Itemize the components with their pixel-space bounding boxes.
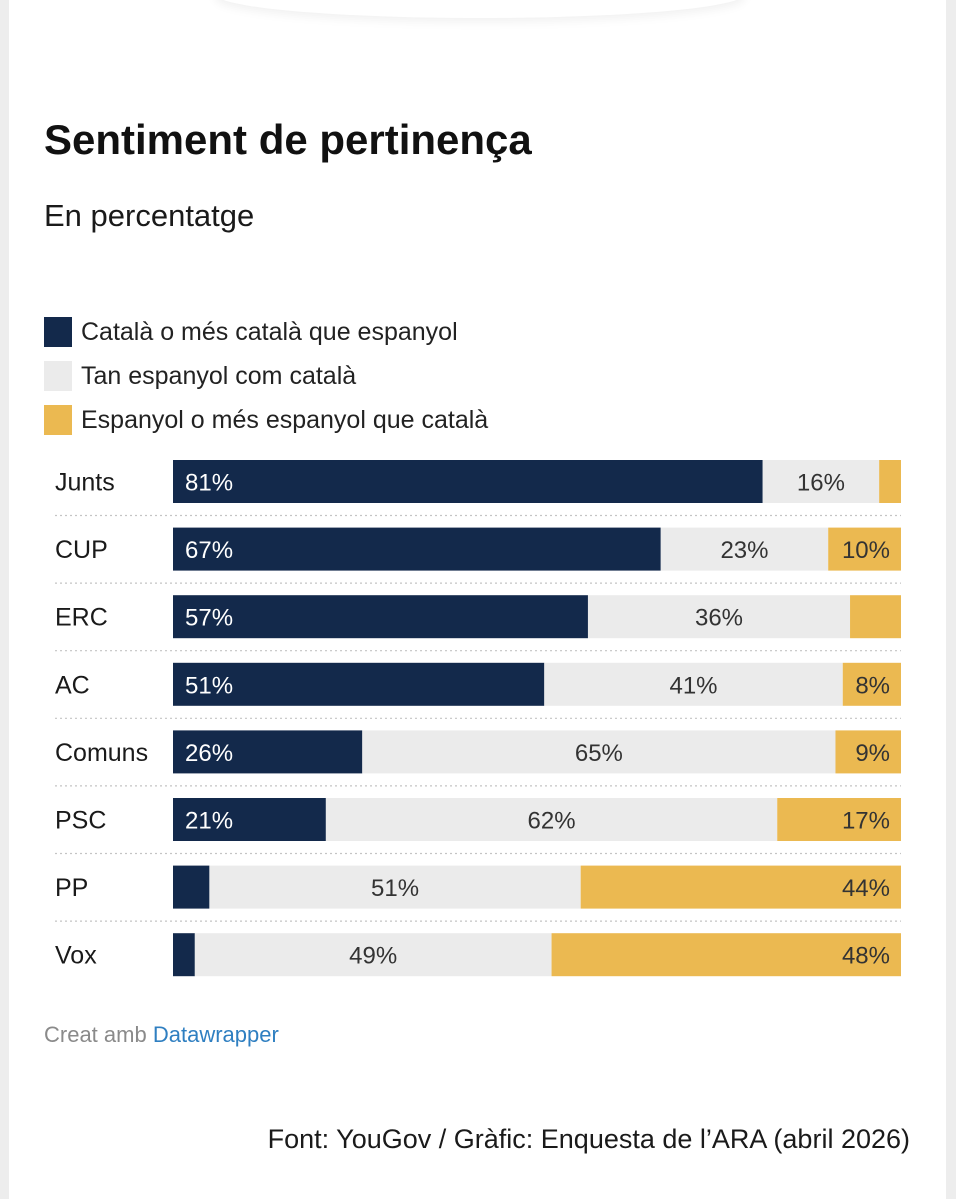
source-note: Font: YouGov / Gràfic: Enquesta de l’ARA… [267,1124,910,1154]
chart-title: Sentiment de pertinença [44,116,532,163]
credit-prefix: Creat amb [44,1022,147,1047]
footer-credit: Creat amb Datawrapper [44,1022,279,1048]
top-shadow [215,0,745,18]
legend-label-tan: Tan espanyol com català [81,361,357,390]
legend-item-catala: Català o més català que espanyol [44,310,488,354]
legend-swatch-espanyol [44,405,72,435]
datawrapper-link[interactable]: Datawrapper [152,1022,279,1047]
chart-subtitle: En percentatge [44,198,255,233]
legend-item-espanyol: Espanyol o més espanyol que català [44,398,488,442]
legend-item-tan: Tan espanyol com català [44,354,488,398]
chart-legend: Català o més català que espanyol Tan esp… [44,310,488,442]
legend-swatch-tan [44,361,72,391]
legend-swatch-catala [44,317,72,347]
legend-label-catala: Català o més català que espanyol [81,317,458,346]
legend-label-espanyol: Espanyol o més espanyol que català [81,405,489,434]
chart-card [9,0,946,1199]
